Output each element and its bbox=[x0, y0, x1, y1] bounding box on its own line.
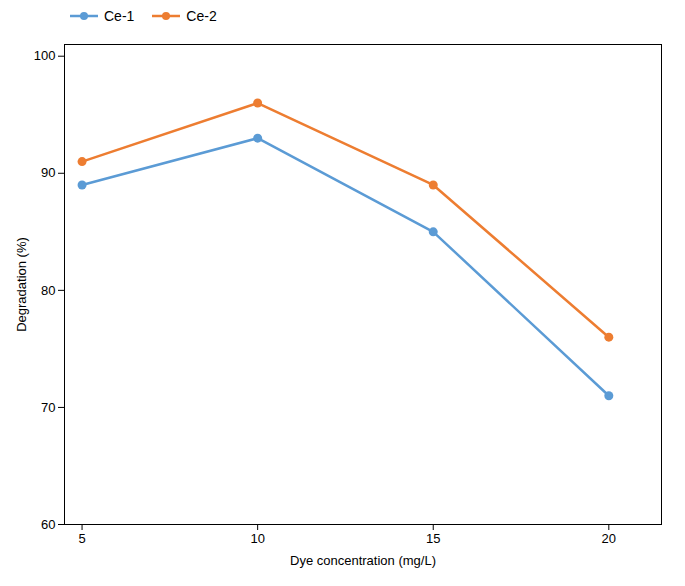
svg-text:60: 60 bbox=[41, 517, 55, 532]
svg-text:Degradation (%): Degradation (%) bbox=[14, 237, 29, 332]
svg-text:5: 5 bbox=[78, 531, 85, 546]
svg-text:10: 10 bbox=[250, 531, 264, 546]
svg-text:80: 80 bbox=[41, 283, 55, 298]
svg-text:15: 15 bbox=[426, 531, 440, 546]
svg-text:70: 70 bbox=[41, 400, 55, 415]
svg-text:20: 20 bbox=[602, 531, 616, 546]
html-text:Ce-1: Ce-1 bbox=[104, 8, 135, 24]
svg-text:Dye concentration (mg/L): Dye concentration (mg/L) bbox=[290, 553, 436, 568]
html-text:Ce-2: Ce-2 bbox=[186, 8, 217, 24]
svg-text:100: 100 bbox=[34, 48, 56, 63]
svg-text:90: 90 bbox=[41, 165, 55, 180]
